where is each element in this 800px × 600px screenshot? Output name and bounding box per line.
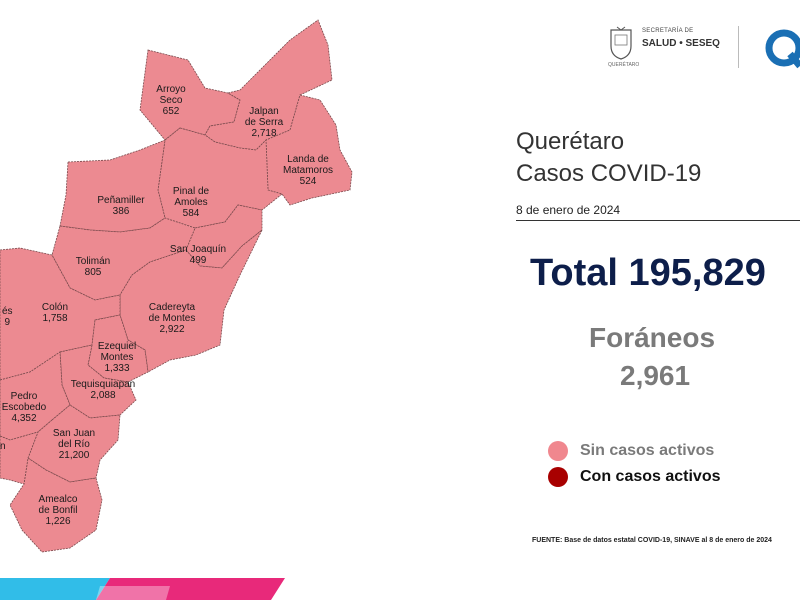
legend-label: Con casos activos <box>580 468 721 485</box>
label-west-partial: és 9 <box>2 306 13 328</box>
label-penamiller: Peñamiller 386 <box>97 195 145 217</box>
state-small-label: QUERÉTARO <box>608 62 640 68</box>
label-jalpan: Jalpan de Serra 2,718 <box>244 106 284 139</box>
region-penamiller[interactable] <box>59 139 166 233</box>
legend-dot-pink <box>548 441 568 461</box>
region-west-partial-1[interactable] <box>0 431 39 485</box>
label-colon: Colón 1,758 <box>41 302 69 324</box>
state-title: Querétaro <box>516 128 625 155</box>
state-seal-icon <box>610 26 632 60</box>
label-cadereyta: Cadereyta de Montes 2,922 <box>148 302 196 335</box>
label-landa: Landa de Matamoros 524 <box>282 154 334 187</box>
header-logos: SECRETARÍA DE SALUD • SESEQ QUERÉTARO <box>602 22 800 72</box>
region-cadereyta[interactable] <box>119 229 263 373</box>
total-cases: Total 195,829 <box>530 252 766 294</box>
logo-divider <box>738 26 739 68</box>
region-tequisquiapan[interactable] <box>59 344 137 419</box>
source-note: FUENTE: Base de datos estatal COVID-19, … <box>532 537 772 544</box>
covid-title: Casos COVID-19 <box>516 160 702 187</box>
label-ezequiel: Ezequiel Montes 1,333 <box>97 341 137 374</box>
region-amealco[interactable] <box>9 457 103 553</box>
region-toliman[interactable] <box>51 217 196 301</box>
legend-sin-casos: Sin casos activos <box>548 441 714 461</box>
region-arroyo-seco[interactable] <box>139 49 241 141</box>
label-toliman: Tolimán 805 <box>75 256 111 278</box>
report-date: 8 de enero de 2024 <box>516 203 621 217</box>
label-san-juan: San Juan del Río 21,200 <box>52 428 96 461</box>
legend-label: Sin casos activos <box>580 442 715 459</box>
legend-dot-red <box>548 467 568 487</box>
label-arroyo-seco: Arroyo Seco 652 <box>156 84 186 117</box>
label-pinal: Pinal de Amoles 584 <box>172 186 210 219</box>
foraneos-value: 2,961 <box>620 360 691 391</box>
q-logo-icon <box>765 29 800 69</box>
label-west-partial-2: n <box>0 441 6 452</box>
region-san-juan-del-rio[interactable] <box>27 404 121 483</box>
label-san-joaquin: San Joaquín 499 <box>169 244 227 266</box>
legend-con-casos: Con casos activos <box>548 467 721 487</box>
label-tequisquiapan: Tequisquiapan 2,088 <box>70 379 136 401</box>
salud-seseq-label: SALUD • SESEQ <box>642 38 720 49</box>
queretaro-map <box>0 19 353 553</box>
secretaria-label: SECRETARÍA DE <box>642 28 694 34</box>
label-pedro-escobedo: Pedro Escobedo 4,352 <box>1 391 47 424</box>
footer-stripe <box>0 578 285 600</box>
label-amealco: Amealco de Bonfil 1,226 <box>38 494 78 527</box>
foraneos-label: Foráneos <box>589 322 716 353</box>
title-divider <box>516 220 800 221</box>
